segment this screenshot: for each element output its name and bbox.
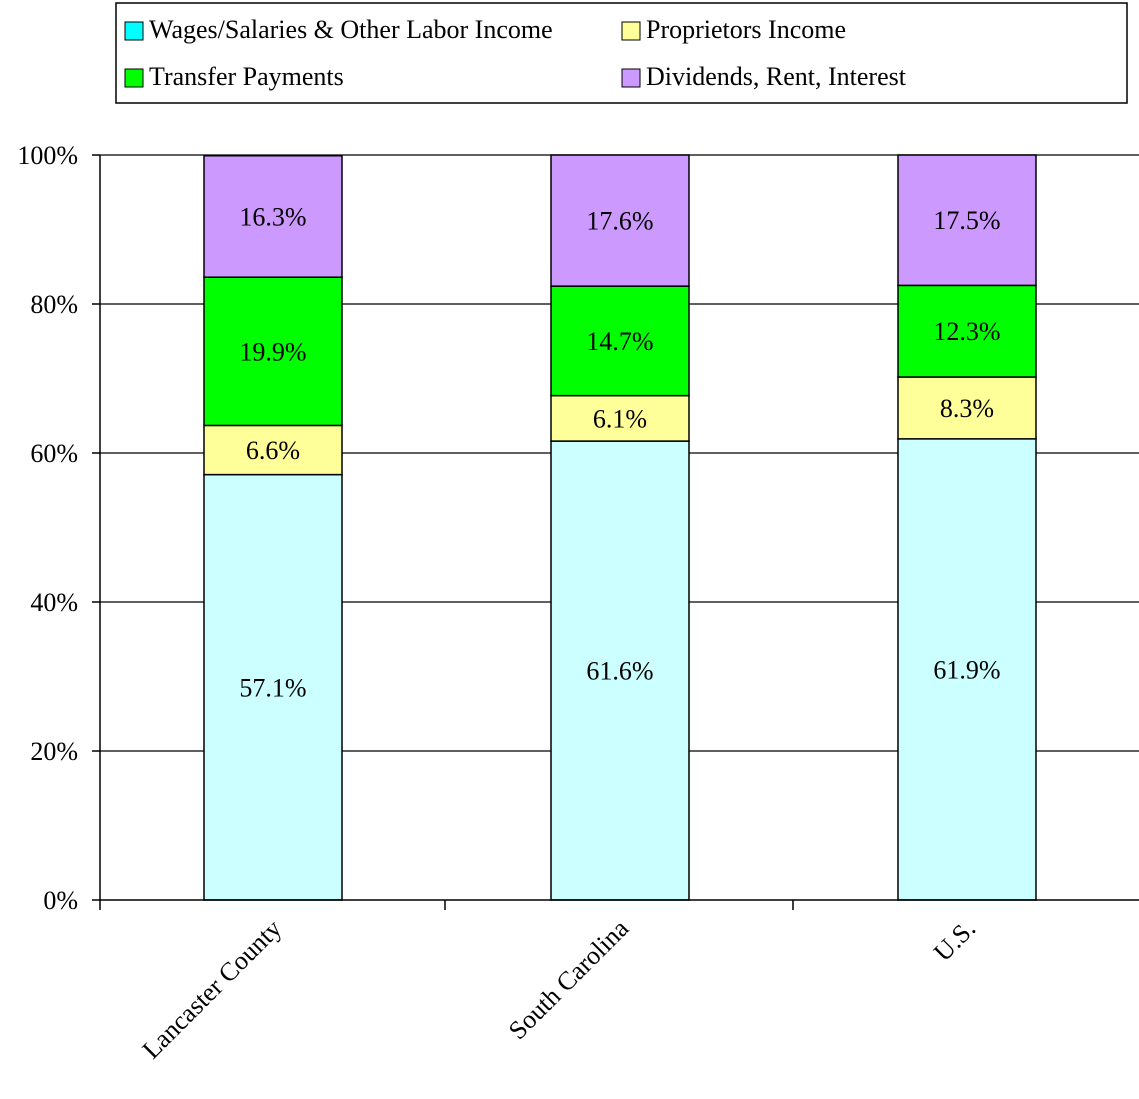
legend-swatch-proprietors-income (621, 21, 641, 41)
bar-segment-transfer-payments-u-s (897, 284, 1037, 378)
x-tick-label-u-s: U.S. (928, 914, 981, 967)
legend-swatch-dividends-rent-interest (621, 68, 641, 88)
data-label: 61.6% (586, 657, 653, 686)
y-tick-label: 80% (30, 290, 78, 319)
legend-label-wages-salaries-other-labor-income: Wages/Salaries & Other Labor Income (149, 15, 553, 44)
data-label: 8.3% (940, 394, 994, 423)
x-tick-label-lancaster-county: Lancaster County (137, 914, 288, 1065)
legend-swatch-wages-salaries-other-labor-income (124, 21, 144, 41)
x-tick-label-south-carolina: South Carolina (503, 913, 635, 1045)
data-label: 14.7% (586, 327, 653, 356)
bar-segment-dividends-rent-interest-u-s (897, 154, 1037, 287)
bar-segment-proprietors-income-u-s (897, 376, 1037, 440)
y-tick-label: 40% (30, 588, 78, 617)
data-label: 61.9% (933, 655, 1000, 684)
data-label: 17.5% (933, 206, 1000, 235)
y-tick-label: 20% (30, 737, 78, 766)
bar-segment-wages-salaries-other-labor-income-lancaster-county (203, 473, 343, 901)
legend-label-transfer-payments: Transfer Payments (149, 62, 344, 91)
data-label: 19.9% (239, 337, 306, 366)
data-label: 6.6% (246, 436, 300, 465)
bar-segment-wages-salaries-other-labor-income-u-s (897, 438, 1037, 901)
legend: Wages/Salaries & Other Labor Income Propr… (115, 2, 1128, 104)
y-axis: 0% 20% 40% 60% 80% 100% (17, 141, 101, 915)
data-label: 57.1% (239, 673, 306, 702)
data-label: 17.6% (586, 207, 653, 236)
bar-segment-dividends-rent-interest-lancaster-county (203, 154, 343, 278)
bar-segment-dividends-rent-interest-south-carolina (550, 154, 690, 287)
x-axis: Lancaster County South Carolina U.S. (99, 899, 1139, 1065)
bars: 57.1% 6.6% 19.9% 16.3% 61.6% 6.1% 14.7% 17.6% 61… (203, 154, 1037, 901)
legend-label-dividends-rent-interest: Dividends, Rent, Interest (646, 62, 907, 91)
bar-segment-proprietors-income-south-carolina (550, 394, 690, 442)
y-tick-label: 0% (43, 886, 78, 915)
legend-swatch-transfer-payments (124, 68, 144, 88)
y-tick-label: 60% (30, 439, 78, 468)
legend-label-proprietors-income: Proprietors Income (646, 15, 846, 44)
bar-segment-transfer-payments-south-carolina (550, 285, 690, 397)
data-label: 6.1% (593, 404, 647, 433)
y-tick-label: 100% (17, 141, 78, 170)
data-label: 16.3% (239, 202, 306, 231)
data-label: 12.3% (933, 317, 1000, 346)
